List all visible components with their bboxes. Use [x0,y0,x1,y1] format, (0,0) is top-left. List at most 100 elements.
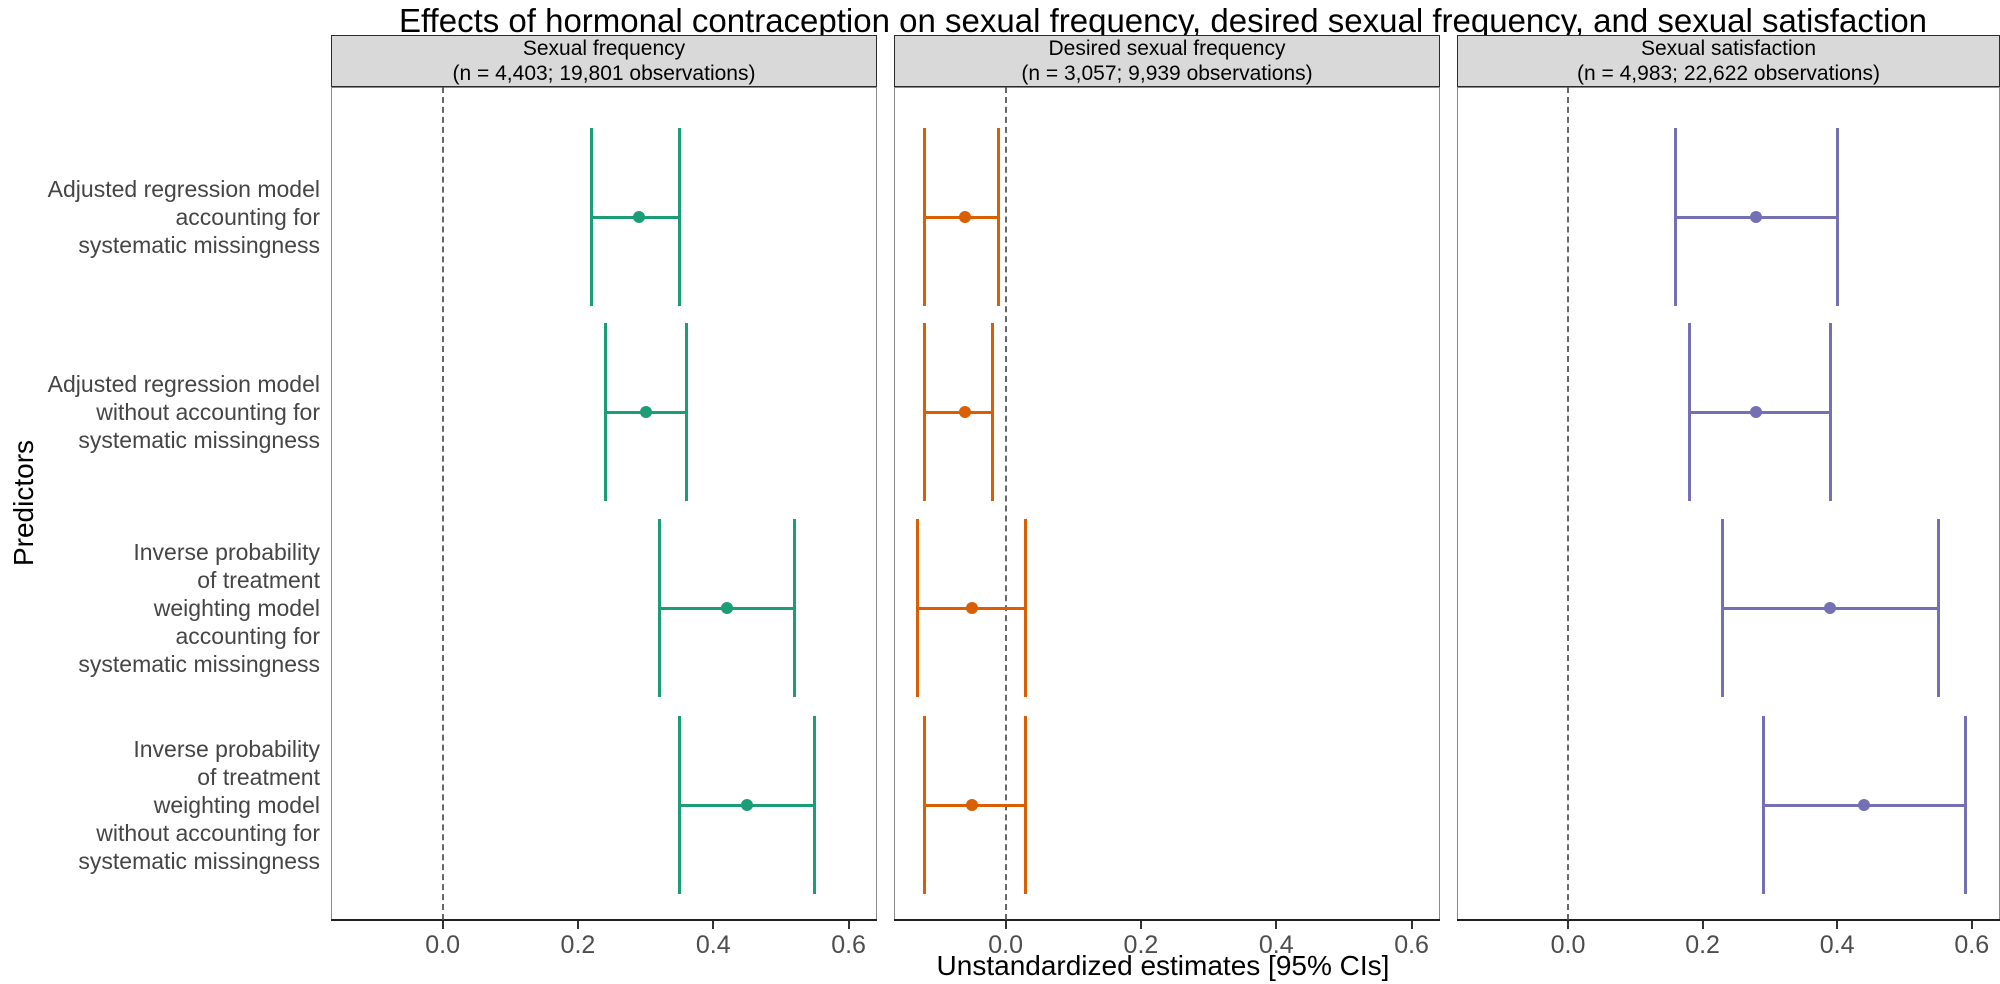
ci-cap-left [922,128,926,306]
ci-cap-right [1828,323,1832,501]
ci-cap-right [677,128,681,306]
point-estimate [959,406,972,418]
x-tick [576,921,579,929]
x-tick-label: 0.0 [988,931,1023,959]
facet-strip-title: Sexual satisfaction [1640,37,1817,60]
facet-strip-subtitle: (n = 4,403; 19,801 observations) [452,62,756,85]
ci-cap-right [1835,128,1839,306]
x-axis-line [331,919,877,921]
x-tick-label: 0.2 [1123,931,1159,959]
point-estimate [1750,406,1763,418]
facet-strip-title: Sexual frequency [522,37,686,60]
point-estimate [741,799,754,811]
category-label-line: Inverse probability [133,736,320,762]
category-label-line: systematic missingness [78,651,320,677]
ci-cap-left [922,716,926,894]
x-tick-label: 0.2 [560,931,596,959]
x-tick [1410,921,1413,929]
category-label-line: weighting model [153,595,320,621]
x-tick [1567,921,1570,929]
x-tick [1004,921,1007,929]
category-label: Adjusted regression model without account… [0,370,320,454]
x-tick-label: 0.0 [425,931,460,959]
point-estimate [965,799,978,811]
ci-cap-right [1024,519,1028,697]
ci-cap-left [657,519,661,697]
facet-strip-title: Desired sexual frequency [1048,37,1286,60]
zero-reference-line [1567,87,1570,920]
category-label-line: without accounting for [96,820,320,846]
x-tick-label: 0.6 [1394,931,1429,959]
x-tick [1275,921,1278,929]
x-tick-label: 0.4 [695,931,731,959]
category-label: Adjusted regression model accounting for s… [0,175,320,259]
category-label: Inverse probability of treatment weighting… [0,538,320,678]
ci-cap-left [603,323,607,501]
category-label-line: Adjusted regression model [47,371,320,397]
ci-cap-left [589,128,593,306]
facet-strip-sexual-frequency: Sexual frequency (n = 4,403; 19,801 obse… [331,35,877,87]
ci-cap-right [997,128,1001,306]
ci-cap-left [916,519,920,697]
point-estimate [1824,602,1837,614]
ci-cap-left [1687,323,1691,501]
chart-title: Effects of hormonal contraception on sex… [398,2,1928,39]
x-axis-line [1457,919,2000,921]
x-axis-line [894,919,1440,921]
category-label: Inverse probability of treatment weighting… [0,735,320,875]
ci-cap-left [1674,128,1678,306]
x-tick-label: 0.2 [1685,931,1720,959]
point-estimate [632,211,645,223]
x-tick [441,921,444,929]
ci-cap-right [813,716,817,894]
point-estimate [720,602,733,614]
ci-cap-left [922,323,926,501]
category-label-line: Adjusted regression model [47,176,320,202]
ci-cap-left [1721,519,1725,697]
category-label-line: weighting model [153,792,320,818]
point-estimate [1858,799,1871,811]
ci-cap-right [1963,716,1967,894]
ci-cap-right [684,323,688,501]
x-tick-label: 0.4 [1258,931,1294,959]
category-label-line: systematic missingness [78,427,320,453]
zero-reference-line [441,87,444,920]
facet-strip-subtitle: (n = 3,057; 9,939 observations) [1021,62,1313,85]
x-tick-label: 0.6 [1954,931,1990,959]
ci-cap-left [677,716,681,894]
facet-strip-sexual-satisfaction: Sexual satisfaction (n = 4,983; 22,622 o… [1457,35,2000,87]
category-label-line: systematic missingness [78,848,320,874]
x-tick-label: 0.0 [1550,931,1586,959]
x-tick [712,921,715,929]
category-label-line: accounting for [175,623,320,649]
x-tick [1139,921,1142,929]
point-estimate [959,211,972,223]
facet-strip-desired-sexual-frequency: Desired sexual frequency (n = 3,057; 9,9… [894,35,1440,87]
plot-panel [894,87,1440,920]
ci-line [924,410,993,414]
facet-strip-subtitle: (n = 4,983; 22,622 observations) [1577,62,1880,85]
category-label-line: without accounting for [96,399,320,425]
point-estimate [1750,211,1763,223]
ci-cap-right [990,323,994,501]
zero-reference-line [1004,87,1007,920]
x-tick [1701,921,1704,929]
category-label-line: accounting for [175,204,320,230]
category-label-line: of treatment [197,764,320,790]
category-label-line: Inverse probability [133,539,320,565]
plot-panel [331,87,877,920]
category-label-line: of treatment [197,567,320,593]
category-label-line: systematic missingness [78,232,320,258]
x-tick [1970,921,1973,929]
ci-cap-right [1024,716,1028,894]
ci-cap-left [1761,716,1765,894]
plot-panel [1457,87,2000,920]
point-estimate [639,406,652,418]
ci-cap-right [1936,519,1940,697]
x-tick [1836,921,1839,929]
x-tick [847,921,850,929]
x-axis-title: Unstandardized estimates [95% CIs] [936,950,1390,981]
x-tick-label: 0.6 [831,931,866,959]
x-tick-label: 0.4 [1819,931,1855,959]
